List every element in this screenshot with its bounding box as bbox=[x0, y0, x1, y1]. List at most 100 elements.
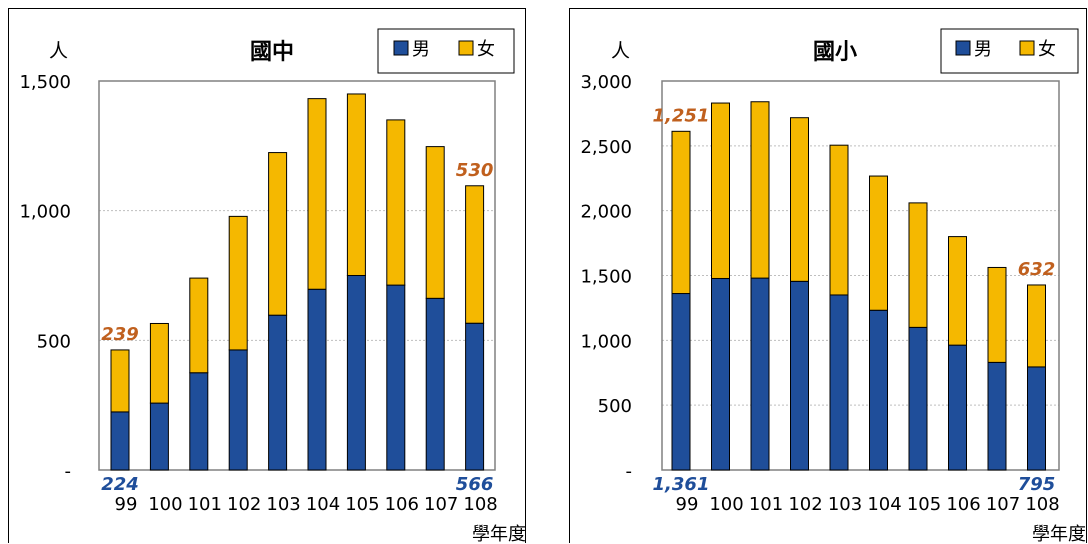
plot-area: - 500 1,000 1,500 99 100 101 102 103 104 105 106 107… bbox=[19, 72, 497, 515]
y-tick-label: 1,500 bbox=[580, 267, 632, 288]
bar-male bbox=[987, 361, 1007, 471]
y-tick-label: - bbox=[626, 461, 633, 482]
x-tick-label: 105 bbox=[345, 494, 379, 515]
x-axis-label: 學年度 bbox=[1032, 524, 1086, 544]
x-tick-label: 102 bbox=[788, 494, 822, 515]
bar-female bbox=[465, 185, 485, 324]
y-tick-label: 500 bbox=[598, 396, 632, 417]
bar-male bbox=[268, 314, 288, 471]
data-label-female: 632 bbox=[1018, 259, 1056, 280]
x-tick-label: 108 bbox=[1025, 494, 1059, 515]
bar-male bbox=[711, 277, 730, 471]
bar-male bbox=[425, 297, 445, 471]
legend-label-female: 女 bbox=[477, 39, 495, 60]
legend: 男 女 bbox=[940, 28, 1079, 74]
x-tick-label: 107 bbox=[424, 494, 458, 515]
y-tick-label: - bbox=[65, 461, 72, 482]
bar-female bbox=[268, 152, 288, 316]
data-label-male: 1,361 bbox=[653, 474, 710, 495]
bar-female bbox=[790, 117, 809, 282]
x-tick-label: 103 bbox=[828, 494, 862, 515]
bar-female bbox=[307, 98, 327, 290]
bar-female bbox=[386, 119, 406, 286]
legend-swatch-male bbox=[955, 40, 971, 56]
bar-male bbox=[346, 275, 366, 471]
x-tick-label: 106 bbox=[385, 494, 419, 515]
data-label-male: 795 bbox=[1018, 474, 1056, 495]
bar-female bbox=[750, 101, 770, 279]
x-axis-label: 學年度 bbox=[472, 524, 525, 544]
bar-male bbox=[465, 322, 485, 471]
x-tick-label: 103 bbox=[266, 494, 300, 515]
plot-frame bbox=[98, 80, 496, 471]
x-tick-label: 106 bbox=[946, 494, 980, 515]
legend: 男 女 bbox=[377, 28, 515, 74]
bar-male bbox=[1027, 366, 1046, 471]
chart-elementary: 人 國小 男 女 - 500 1,000 1,500 2,000 2,500 3,000 99… bbox=[580, 28, 1086, 544]
bar-male bbox=[671, 293, 691, 471]
bar-male bbox=[908, 326, 928, 471]
x-tick-label: 104 bbox=[867, 494, 901, 515]
bar-male bbox=[110, 411, 130, 471]
x-tick-label: 99 bbox=[115, 494, 138, 515]
y-tick-label: 1,000 bbox=[580, 331, 632, 352]
plot-frame bbox=[661, 80, 1060, 471]
bar-male bbox=[790, 280, 809, 471]
x-tick-label: 101 bbox=[188, 494, 222, 515]
y-tick-label: 500 bbox=[37, 331, 71, 352]
y-unit-label: 人 bbox=[611, 40, 630, 62]
x-tick-label: 100 bbox=[148, 494, 182, 515]
legend-swatch-male bbox=[393, 40, 409, 56]
chart-panel-elementary: 人 國小 男 女 - 500 1,000 1,500 2,000 2,500 3,000 99… bbox=[569, 8, 1087, 544]
bar-male bbox=[869, 309, 888, 471]
x-tick-label: 101 bbox=[749, 494, 783, 515]
bar-female bbox=[829, 144, 849, 296]
bar-female bbox=[987, 266, 1007, 363]
bar-female bbox=[671, 130, 691, 295]
bar-male bbox=[829, 294, 849, 471]
bar-male bbox=[386, 284, 406, 471]
x-tick-label: 104 bbox=[306, 494, 340, 515]
bar-female bbox=[346, 93, 366, 277]
plot-area: - 500 1,000 1,500 2,000 2,500 3,000 99 100 101 102… bbox=[580, 72, 1060, 515]
legend-swatch-female bbox=[458, 40, 474, 56]
data-label-male: 224 bbox=[101, 474, 139, 495]
bar-female bbox=[948, 236, 967, 346]
y-tick-label: 1,000 bbox=[19, 202, 71, 223]
x-tick-label: 99 bbox=[676, 494, 699, 515]
bar-male bbox=[228, 349, 248, 471]
data-label-female: 1,251 bbox=[653, 105, 710, 126]
bar-male bbox=[307, 288, 327, 471]
y-tick-label: 1,500 bbox=[19, 72, 71, 93]
x-tick-label: 105 bbox=[907, 494, 941, 515]
bar-female bbox=[110, 349, 130, 413]
y-tick-label: 3,000 bbox=[580, 72, 632, 93]
legend-label-female: 女 bbox=[1038, 39, 1056, 60]
x-tick-label: 102 bbox=[227, 494, 261, 515]
bar-male bbox=[149, 402, 169, 471]
legend-label-male: 男 bbox=[974, 39, 992, 60]
y-tick-label: 2,000 bbox=[580, 202, 632, 223]
data-label-female: 239 bbox=[101, 324, 139, 345]
data-label-male: 566 bbox=[456, 474, 494, 495]
data-label-female: 530 bbox=[456, 160, 494, 181]
bar-female bbox=[869, 175, 888, 311]
bar-female bbox=[711, 102, 730, 279]
legend-label-male: 男 bbox=[412, 39, 430, 60]
bar-female bbox=[425, 146, 445, 299]
bar-male bbox=[750, 277, 770, 471]
chart-panel-junior-high: 人 國中 男 女 - 500 1,000 1,500 99 100 101 102 103 104… bbox=[8, 8, 526, 544]
bar-female bbox=[149, 322, 169, 404]
y-tick-label: 2,500 bbox=[580, 137, 632, 158]
bar-male bbox=[189, 372, 209, 471]
chart-title: 國中 bbox=[250, 40, 294, 65]
legend-swatch-female bbox=[1019, 40, 1035, 56]
bar-male bbox=[948, 344, 967, 471]
bar-female bbox=[228, 215, 248, 351]
chart-title: 國小 bbox=[813, 40, 857, 65]
bar-female bbox=[189, 277, 209, 374]
y-unit-label: 人 bbox=[49, 40, 68, 62]
x-tick-label: 100 bbox=[709, 494, 743, 515]
legend-box bbox=[940, 28, 1079, 74]
bar-female bbox=[1027, 284, 1046, 368]
